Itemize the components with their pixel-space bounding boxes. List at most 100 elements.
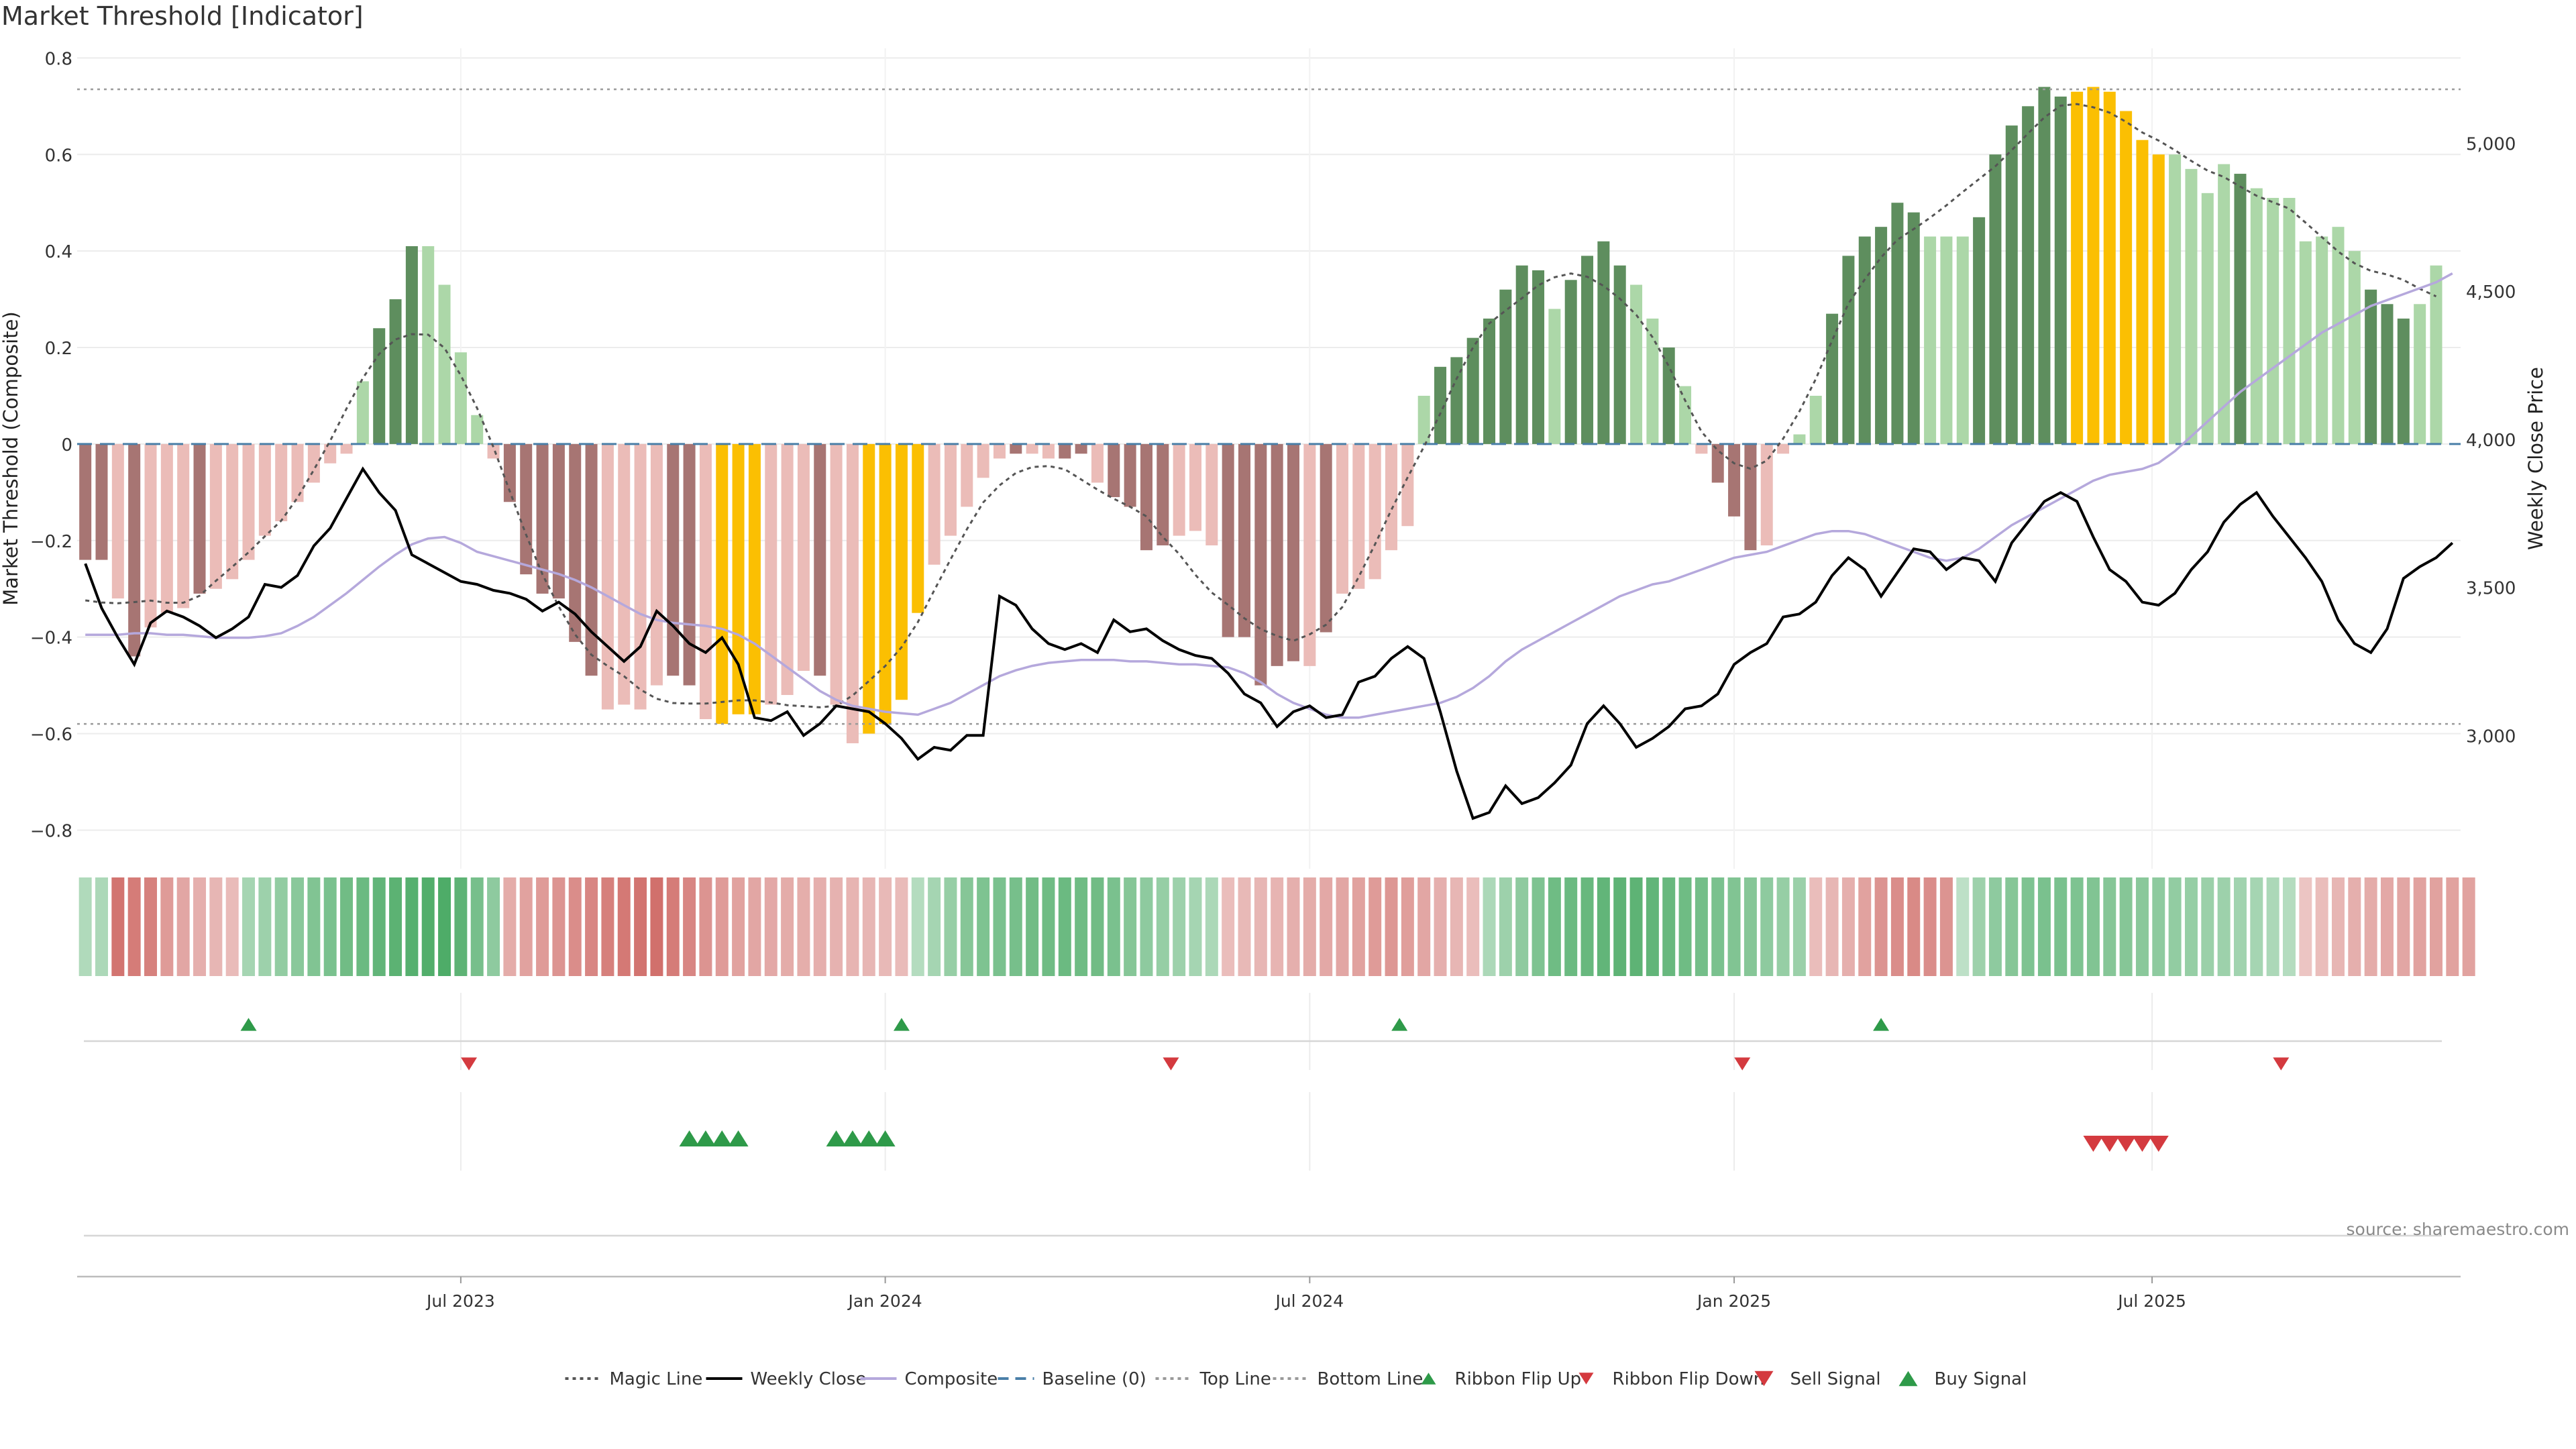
ribbon-cell: [650, 877, 663, 976]
composite-bar: [1613, 265, 1626, 444]
composite-bar: [79, 443, 92, 560]
composite-bar: [552, 443, 565, 599]
ribbon-cell: [1058, 877, 1071, 976]
legend-label: Sell Signal: [1790, 1369, 1881, 1389]
composite-bar: [1695, 443, 1708, 454]
ribbon-cell: [111, 877, 125, 976]
ribbon-cell: [2250, 877, 2263, 976]
y-tick-label: −0.2: [30, 532, 72, 552]
composite-bar: [2348, 251, 2361, 444]
source-credit: source: sharemaestro.com: [2346, 1220, 2570, 1239]
composite-bar: [1287, 443, 1300, 661]
composite-bar: [1858, 236, 1871, 444]
y-tick-label: 0.2: [45, 339, 72, 359]
composite-bar: [275, 443, 288, 522]
ribbon-cell: [438, 877, 451, 976]
composite-bar: [1010, 443, 1022, 454]
ribbon-cell: [1548, 877, 1561, 976]
ribbon-cell: [552, 877, 566, 976]
ribbon-cell: [144, 877, 158, 976]
composite-bar: [1581, 256, 1594, 444]
ribbon-cell: [993, 877, 1006, 976]
composite-bar: [1564, 280, 1577, 444]
legend-label: Magic Line: [610, 1369, 703, 1389]
composite-bar: [814, 443, 826, 676]
ribbon-cell: [1695, 877, 1708, 976]
composite-bar: [1907, 212, 1920, 444]
gridlines: [77, 48, 2461, 869]
ribbon-cell: [1662, 877, 1676, 976]
composite-bar: [520, 443, 533, 575]
buy-signal-marker: [842, 1130, 863, 1146]
composite-bar: [422, 246, 435, 444]
y2-tick-label: 5,000: [2466, 134, 2516, 154]
composite-bar: [226, 443, 239, 580]
ribbon-cell: [1336, 877, 1349, 976]
y2-tick-label: 3,500: [2466, 579, 2516, 599]
composite-bar: [1711, 443, 1724, 483]
legend-label: Top Line: [1199, 1369, 1271, 1389]
ribbon-cell: [1303, 877, 1316, 976]
ribbon-cell: [127, 877, 141, 976]
ribbon-cell: [1075, 877, 1088, 976]
ribbon-cell: [732, 877, 745, 976]
ribbon-cell: [1988, 877, 2002, 976]
y-tick-label: 0.6: [45, 146, 72, 166]
line-series: [77, 88, 2461, 820]
composite-bar: [2201, 193, 2214, 444]
ribbon-cell: [1890, 877, 1904, 976]
composite-bar: [1205, 443, 1218, 545]
composite-bar: [471, 415, 484, 444]
composite-bar: [1026, 443, 1038, 454]
ribbon-cell: [1434, 877, 1447, 976]
ribbon-cell: [1156, 877, 1169, 976]
ribbon-cell: [1009, 877, 1022, 976]
ribbon-cell: [944, 877, 957, 976]
ribbon-cell: [1417, 877, 1431, 976]
ribbon-cell: [1923, 877, 1937, 976]
triangle-up-icon: [1898, 1371, 1918, 1387]
y-tick-label: −0.6: [30, 725, 72, 745]
ribbon-cell: [846, 877, 859, 976]
composite-bar: [1646, 318, 1659, 444]
ribbon-cell: [666, 877, 680, 976]
ribbon-cell: [1776, 877, 1790, 976]
ribbon-cell: [1825, 877, 1839, 976]
ribbon-cell: [1956, 877, 1970, 976]
legend-label: Baseline (0): [1042, 1369, 1146, 1389]
composite-bar: [1499, 289, 1512, 444]
legend-label: Bottom Line: [1318, 1369, 1424, 1389]
y2-axis-title: Weekly Close Price: [2524, 367, 2547, 550]
composite-bar: [667, 443, 680, 676]
composite-bar: [1320, 443, 1332, 633]
ribbon-cell: [2005, 877, 2019, 976]
composite-bar: [209, 443, 222, 589]
composite-bar: [1924, 236, 1937, 444]
legend-item: Top Line: [1155, 1369, 1271, 1389]
y-axis-title: Market Threshold (Composite): [0, 311, 22, 605]
composite-bar: [193, 443, 206, 594]
composite-bar: [961, 443, 973, 507]
composite-bar: [1173, 443, 1185, 536]
composite-bar: [2071, 91, 2084, 444]
composite-bar: [1466, 337, 1479, 444]
ribbon-cell: [2168, 877, 2182, 976]
legend-item: Sell Signal: [1754, 1369, 1881, 1389]
x-tick-label: Jan 2025: [1696, 1291, 1771, 1311]
y-tick-label: 0.4: [45, 242, 72, 262]
composite-bar: [1483, 318, 1496, 444]
ribbon-cell: [1026, 877, 1039, 976]
y-tick-label: −0.4: [30, 629, 72, 649]
composite-bar: [1368, 443, 1381, 580]
composite-bar: [2299, 241, 2312, 444]
legend-label: Weekly Close: [751, 1369, 867, 1389]
ribbon-cell: [1874, 877, 1888, 976]
ribbon-cell: [1646, 877, 1659, 976]
composite-bar: [2087, 87, 2100, 444]
ribbon-flip-up-marker: [1873, 1018, 1890, 1031]
legend-label: Ribbon Flip Down: [1613, 1369, 1765, 1389]
ribbon-cell: [2119, 877, 2133, 976]
ribbon-cell: [1580, 877, 1594, 976]
ribbon-cell: [2217, 877, 2231, 976]
